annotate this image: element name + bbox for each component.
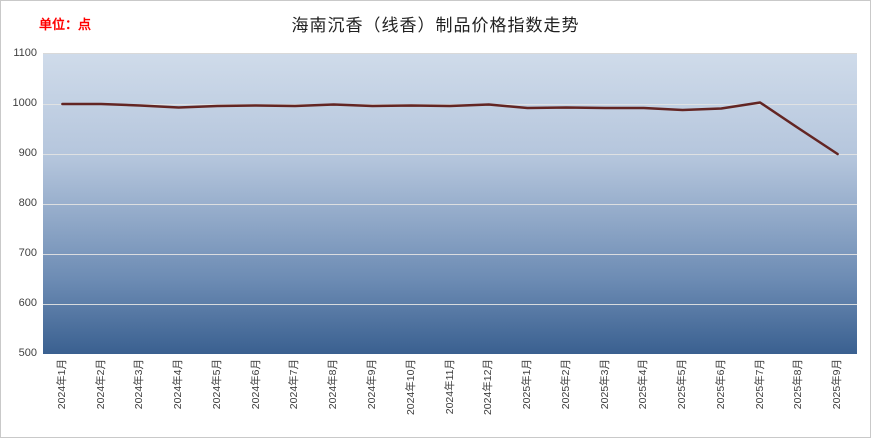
x-tick-label: 2024年8月: [327, 359, 340, 410]
unit-label: 单位：点: [39, 17, 92, 32]
x-tick-label: 2025年6月: [714, 359, 727, 410]
x-tick-label: 2024年3月: [133, 359, 146, 410]
y-tick-label: 700: [18, 246, 37, 259]
y-tick-label: 600: [18, 296, 37, 309]
y-tick-label: 1000: [12, 96, 37, 109]
x-tick-label: 2024年11月: [443, 359, 456, 415]
x-tick-label: 2024年1月: [55, 359, 68, 410]
plot-area: [43, 53, 857, 354]
x-tick-label: 2025年5月: [676, 359, 689, 410]
chart-title: 海南沉香（线香）制品价格指数走势: [291, 16, 580, 36]
gridline: [43, 204, 857, 205]
x-tick-label: 2025年4月: [637, 359, 650, 410]
gridline: [43, 154, 857, 155]
x-tick-label: 2024年4月: [172, 359, 185, 410]
x-tick-label: 2024年7月: [288, 359, 301, 410]
x-tick-label: 2024年12月: [482, 359, 495, 416]
x-tick-label: 2024年2月: [94, 359, 107, 410]
price-line-svg: [61, 101, 839, 156]
gridline: [43, 254, 857, 255]
x-tick-label: 2024年6月: [249, 359, 262, 410]
x-tick-label: 2025年9月: [831, 359, 844, 410]
y-tick-label: 1100: [13, 46, 37, 59]
x-tick-label: 2025年7月: [753, 359, 766, 410]
y-tick-label: 900: [18, 146, 37, 159]
gridline: [43, 104, 857, 105]
x-tick-label: 2025年3月: [598, 359, 611, 410]
x-tick-label: 2024年9月: [365, 359, 378, 410]
x-tick-label: 2024年5月: [210, 359, 223, 410]
x-tick-label: 2024年10月: [404, 359, 417, 416]
x-tick-label: 2025年2月: [559, 359, 572, 410]
gridline: [43, 304, 857, 305]
x-tick-label: 2025年8月: [792, 359, 805, 410]
x-tick-label: 2025年1月: [521, 359, 534, 410]
y-tick-label: 800: [18, 196, 37, 209]
y-tick-label: 500: [18, 346, 37, 359]
price-line: [61, 101, 839, 156]
